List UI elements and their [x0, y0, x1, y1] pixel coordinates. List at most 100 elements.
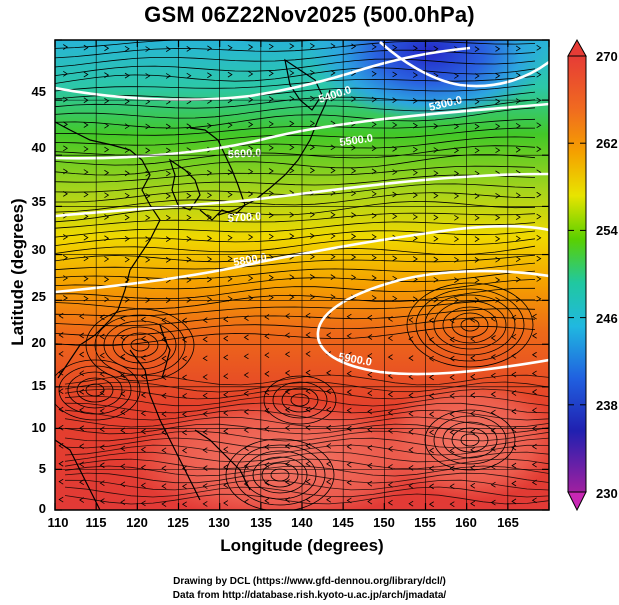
wind-arrow	[58, 312, 64, 319]
wind-arrow	[104, 122, 110, 129]
wind-arrow	[181, 411, 187, 418]
streamline-eddy	[451, 312, 489, 338]
wind-arrow	[227, 276, 233, 282]
wind-arrow	[371, 121, 377, 128]
wind-arrow	[264, 497, 270, 504]
wind-arrow	[202, 355, 208, 362]
wind-arrow	[428, 393, 434, 399]
streamline	[64, 374, 549, 386]
wind-arrow	[104, 192, 110, 199]
wind-arrow	[207, 170, 213, 176]
wind-arrow	[351, 190, 357, 197]
wind-arrow	[79, 407, 85, 413]
streamline-eddy	[433, 300, 507, 350]
wind-arrow	[227, 255, 233, 262]
wind-arrow	[99, 462, 105, 469]
wind-arrow	[181, 336, 187, 343]
wind-arrow	[264, 371, 270, 377]
wind-arrow	[264, 333, 270, 340]
streamline	[55, 221, 536, 238]
wind-arrow	[99, 480, 105, 487]
y-tick-10: 10	[31, 420, 46, 435]
wind-arrow	[120, 463, 126, 470]
wind-arrow	[346, 407, 352, 414]
wind-arrow	[165, 257, 171, 263]
wind-arrow	[63, 234, 68, 240]
streamline-eddy	[103, 320, 177, 370]
wind-arrow	[367, 480, 373, 487]
wind-arrow	[433, 276, 439, 283]
wind-arrow	[495, 192, 501, 199]
wind-arrow	[289, 144, 295, 151]
wind-arrow	[186, 192, 192, 199]
streamline	[55, 299, 535, 317]
wind-arrow	[268, 121, 274, 127]
wind-arrow	[161, 501, 167, 507]
wind-arrow	[408, 355, 414, 361]
y-tick-30: 30	[31, 242, 46, 257]
wind-arrow	[223, 391, 229, 398]
wind-arrow	[223, 373, 229, 380]
colorbar	[567, 38, 587, 512]
wind-arrow	[495, 277, 501, 283]
wind-arrow	[428, 447, 434, 454]
streamline	[55, 40, 536, 59]
colorbar-top-arrow	[567, 38, 587, 57]
wind-arrow	[433, 192, 439, 199]
wind-arrow	[330, 274, 336, 280]
wind-arrow	[351, 254, 357, 260]
wind-arrow	[248, 121, 254, 128]
contour-label-5900: 5900.0	[337, 351, 372, 369]
wind-arrow	[186, 170, 192, 177]
y-tick-45: 45	[31, 84, 46, 99]
x-axis-label: Longitude (degrees)	[220, 536, 384, 555]
wind-arrow	[284, 332, 290, 339]
wind-arrow	[346, 497, 352, 504]
wind-arrow	[104, 169, 110, 176]
wind-arrow	[531, 370, 537, 377]
y-axis-label: Latitude (degrees)	[8, 198, 27, 346]
wind-arrow	[310, 253, 315, 260]
wind-arrow	[243, 445, 249, 451]
axis-ticks	[54, 39, 550, 511]
wind-arrow	[470, 373, 476, 380]
wind-arrow	[227, 122, 233, 129]
wind-arrow	[330, 253, 336, 260]
wind-arrow	[433, 170, 439, 177]
streamline	[55, 58, 536, 77]
wind-arrow	[207, 192, 213, 199]
wind-arrow	[495, 214, 501, 221]
wind-arrow	[449, 483, 455, 490]
wind-arrow	[495, 123, 501, 130]
wind-arrow	[223, 464, 229, 471]
wind-arrow	[305, 442, 311, 449]
streamline	[64, 472, 549, 484]
x-tick-125: 125	[167, 515, 189, 530]
wind-arrow	[428, 465, 434, 472]
wind-arrow	[305, 351, 311, 357]
wind-arrow	[536, 213, 542, 220]
wind-arrow	[470, 446, 476, 453]
wind-arrow	[248, 213, 254, 219]
wind-arrow	[531, 497, 537, 504]
wind-arrow	[412, 146, 418, 153]
wind-arrow	[310, 120, 315, 127]
wind-arrow	[140, 373, 146, 380]
wind-arrow	[371, 145, 377, 152]
wind-arrow	[227, 169, 233, 176]
wind-arrow	[305, 312, 311, 319]
wind-arrow	[536, 255, 542, 262]
wind-arrow	[495, 147, 501, 154]
wind-arrow	[490, 499, 496, 506]
wind-arrow	[145, 214, 151, 221]
wind-arrow	[412, 296, 418, 303]
wind-arrow	[428, 483, 434, 490]
wind-arrow	[248, 145, 254, 152]
wind-arrow	[449, 336, 455, 343]
wind-arrow	[428, 429, 434, 436]
wind-arrow	[428, 317, 434, 324]
wind-arrow	[284, 479, 290, 485]
wind-arrow	[511, 352, 517, 359]
wind-arrow	[145, 46, 151, 52]
wind-arrow	[408, 482, 414, 489]
